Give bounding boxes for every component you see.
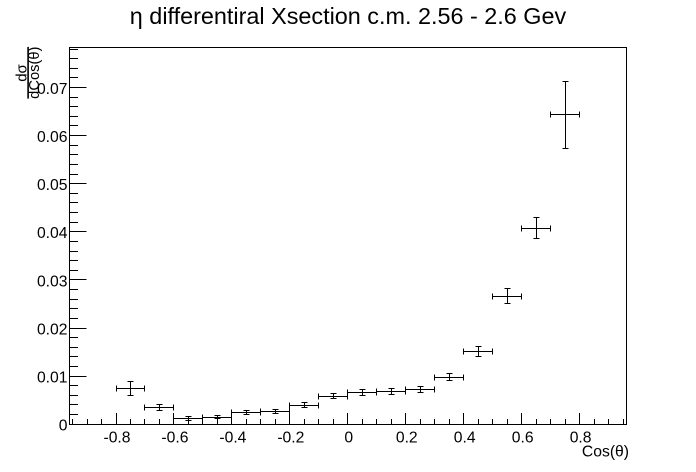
svg-text:0.03: 0.03 xyxy=(37,273,68,290)
svg-text:0.4: 0.4 xyxy=(454,429,476,446)
svg-text:0: 0 xyxy=(344,429,353,446)
svg-text:-0.6: -0.6 xyxy=(161,429,188,446)
svg-text:0.05: 0.05 xyxy=(37,177,68,194)
svg-text:-0.8: -0.8 xyxy=(103,429,130,446)
svg-text:0.2: 0.2 xyxy=(396,429,418,446)
svg-text:η differentiral Xsection c.m.: η differentiral Xsection c.m. 2.56 - 2.6… xyxy=(130,3,567,29)
svg-text:0.02: 0.02 xyxy=(37,321,68,338)
svg-text:dσ: dσ xyxy=(14,63,31,81)
svg-text:0.07: 0.07 xyxy=(37,81,68,98)
svg-text:-0.4: -0.4 xyxy=(219,429,246,446)
svg-text:-0.2: -0.2 xyxy=(277,429,304,446)
svg-text:0.04: 0.04 xyxy=(37,225,68,242)
svg-text:0.06: 0.06 xyxy=(37,129,68,146)
svg-text:0.8: 0.8 xyxy=(570,429,592,446)
svg-text:dCos(θ): dCos(θ) xyxy=(27,47,43,99)
svg-text:Cos(θ): Cos(θ) xyxy=(582,444,629,461)
svg-text:0: 0 xyxy=(59,418,68,435)
svg-text:0.6: 0.6 xyxy=(512,429,534,446)
svg-text:0.01: 0.01 xyxy=(37,370,68,387)
